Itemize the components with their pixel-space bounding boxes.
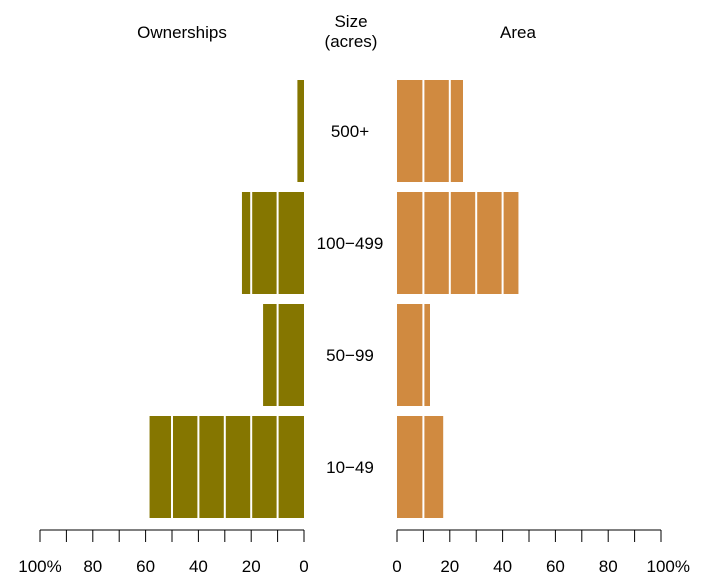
bar-left-100-499 xyxy=(241,192,304,294)
category-labels: 500+ 100−499 50−99 10−49 xyxy=(317,122,384,477)
category-label: 50−99 xyxy=(326,346,374,365)
right-tick-label: 100% xyxy=(647,557,690,576)
left-tick-label: 60 xyxy=(136,557,155,576)
right-tick-label: 40 xyxy=(493,557,512,576)
left-tick-label: 40 xyxy=(189,557,208,576)
category-label: 10−49 xyxy=(326,458,374,477)
bar-left-500 xyxy=(297,80,304,182)
left-tick-label: 100% xyxy=(18,557,61,576)
right-tick-label: 80 xyxy=(599,557,618,576)
header-ownerships: Ownerships xyxy=(137,23,227,42)
bar-right-50-99 xyxy=(397,304,430,406)
bar-right-500 xyxy=(397,80,463,182)
header-acres: (acres) xyxy=(325,32,378,51)
header-area: Area xyxy=(500,23,536,42)
left-tick-label: 80 xyxy=(83,557,102,576)
axes-layer: 100% 80 60 40 20 0 0 20 40 60 80 100% xyxy=(18,529,690,576)
bar-right-100-499 xyxy=(397,192,519,294)
bar-left-50-99 xyxy=(263,304,304,406)
category-label: 100−499 xyxy=(317,234,384,253)
bars-layer xyxy=(149,80,519,518)
left-tick-label: 0 xyxy=(299,557,308,576)
category-label: 500+ xyxy=(331,122,369,141)
right-tick-label: 0 xyxy=(392,557,401,576)
bar-right-10-49 xyxy=(397,416,444,518)
header-size: Size xyxy=(334,12,367,31)
right-tick-label: 20 xyxy=(440,557,459,576)
left-tick-label: 20 xyxy=(242,557,261,576)
right-tick-label: 60 xyxy=(546,557,565,576)
